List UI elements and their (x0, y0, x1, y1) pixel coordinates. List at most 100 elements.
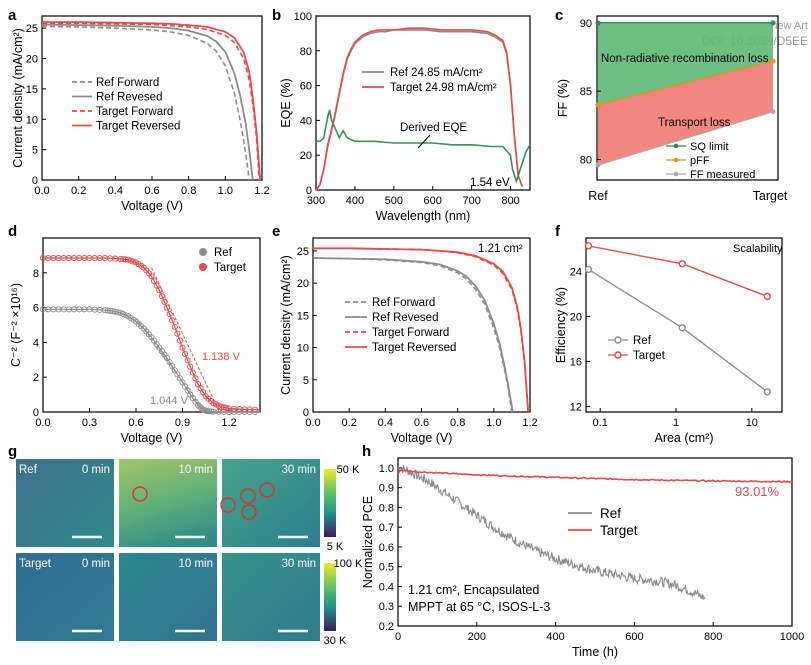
plot-frame (585, 237, 783, 413)
plot-frame (596, 15, 779, 181)
y-axis-label: C⁻² (F⁻² ×10¹⁶) (9, 283, 23, 367)
x-tick-label: 1.2 (522, 417, 537, 429)
annotation-area: 1.21 cm² (478, 243, 523, 255)
time-label: 30 min (281, 558, 316, 570)
y-tick-label: 10 (26, 114, 38, 126)
y-axis-label: FF (%) (556, 79, 570, 117)
y-tick-label: 2 (33, 372, 39, 384)
y-tick-label: 6 (33, 303, 39, 315)
chart-d-mott-schottky: 0.0 0.3 0.6 0.9 1.2 0 2 4 6 8 Voltage (V) C⁻² (F⁻² … (9, 237, 261, 445)
data-point (595, 102, 601, 108)
thermal-image (16, 459, 114, 547)
colorbar-max-label: 100 K (334, 558, 363, 570)
series-line (315, 29, 523, 191)
annotation-conditions: MPPT at 65 °C, ISOS-L-3 (408, 600, 550, 614)
y-tick-label: 80 (300, 46, 312, 58)
y-tick-label: 0.8 (379, 502, 394, 514)
data-point (166, 310, 173, 318)
series-line (597, 60, 774, 106)
x-tick-label: 500 (385, 195, 403, 207)
series-line (41, 23, 254, 181)
legend-marker (614, 351, 622, 359)
y-tick-label: 0.3 (379, 601, 394, 613)
legend-label: pFF (690, 155, 710, 167)
legend-label: Ref (214, 247, 233, 259)
row-label: Ref (19, 464, 38, 476)
annotation-retention: 93.01% (735, 484, 780, 499)
legend-label: Target Reversed (96, 121, 180, 133)
data-point (148, 273, 155, 280)
y-tick-label: 15 (26, 84, 38, 96)
series-line (316, 109, 531, 184)
legend-label: Ref 24.85 mA/cm² (390, 67, 483, 79)
chart-h-stability: 0 200 400 600 800 1000 0.2 0.3 0.4 0.5 0.6 0.7 0.8 0.… (361, 457, 804, 659)
y-axis-label: Current density (mA/cm²) (11, 28, 25, 168)
panel-label-e: e (272, 223, 280, 240)
x-tick-label: 400 (546, 631, 564, 643)
legend-label: Target Forward (96, 106, 173, 118)
legend-label: Ref (600, 506, 621, 521)
time-label: 0 min (82, 464, 110, 476)
y-tick-label: 16 (570, 356, 582, 368)
data-point (223, 404, 230, 411)
y-tick-label: 0.7 (379, 522, 394, 534)
fit-line-ref (135, 317, 206, 413)
data-point (678, 260, 686, 268)
y-tick-label: 20 (26, 54, 38, 66)
y-tick-label: 0 (306, 185, 312, 197)
series-line (597, 111, 774, 166)
chart-g-thermal-maps: Ref 0 min 10 min 30 min Target 0 min 10 min 30 … (16, 459, 363, 647)
y-tick-label: 4 (33, 337, 39, 349)
x-tick-label: 0.9 (175, 417, 190, 429)
x-category-label: Ref (588, 189, 608, 203)
y-axis-label: Efficiency (%) (554, 287, 568, 363)
x-axis-label: Area (cm²) (654, 431, 713, 445)
x-tick-label: 0.6 (128, 417, 143, 429)
data-point (174, 330, 181, 337)
y-tick-label: 8 (33, 268, 39, 280)
legend-label: Target Forward (372, 327, 449, 339)
legend-label: Target 24.98 mA/cm² (390, 82, 497, 94)
data-point (161, 298, 168, 305)
chart-b-eqe: 300 400 500 600 700 800 0 20 40 60 80 100 Wavelength… (279, 11, 531, 223)
x-tick-label: 0.0 (35, 417, 50, 429)
legend-label: Target (600, 523, 638, 538)
y-tick-label: 0 (33, 407, 39, 419)
x-tick-label: 0.8 (450, 417, 465, 429)
y-tick-label: 100 (294, 11, 312, 23)
legend-label: Ref Forward (372, 297, 435, 309)
y-tick-label: 0.5 (379, 562, 394, 574)
legend-marker (673, 157, 679, 163)
series-line (42, 21, 262, 181)
data-point (125, 256, 132, 263)
data-point (189, 369, 196, 376)
x-tick-label: 0.4 (108, 185, 123, 197)
x-axis-label: Time (h) (572, 645, 618, 659)
data-point (169, 317, 176, 324)
y-tick-label: 10 (297, 343, 309, 355)
x-tick-label: 0.4 (378, 417, 393, 429)
x-tick-label: 800 (501, 195, 519, 207)
data-point (206, 408, 213, 415)
data-point (770, 20, 776, 26)
data-point (192, 375, 199, 382)
series-line (588, 268, 768, 393)
thermal-image (222, 553, 320, 641)
x-axis-label: Voltage (V) (121, 431, 183, 445)
plot-frame (312, 237, 531, 413)
series-line (313, 247, 530, 413)
data-point (187, 363, 194, 370)
thermal-image (222, 459, 320, 547)
y-tick-label: 85 (580, 86, 592, 98)
panel-label-b: b (272, 7, 281, 24)
time-label: 10 min (178, 464, 213, 476)
data-point (171, 323, 178, 330)
legend-label: Ref (633, 335, 652, 347)
legend-label: Ref Revesed (372, 312, 438, 324)
x-tick-label: 0.0 (305, 417, 320, 429)
y-tick-label: 0 (32, 175, 38, 187)
y-tick-label: 25 (297, 246, 309, 258)
data-point (114, 309, 121, 316)
hotspot-circle (132, 486, 148, 502)
